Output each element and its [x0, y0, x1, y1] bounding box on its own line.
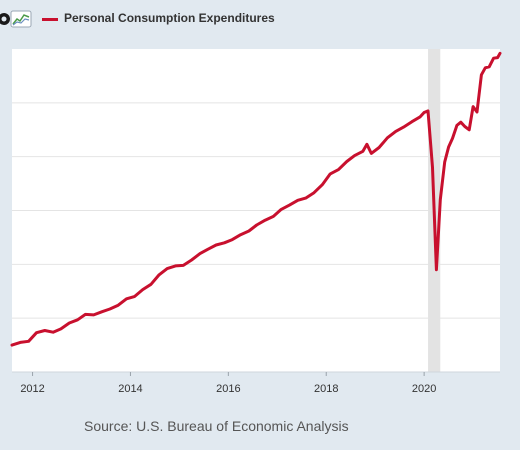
x-tick-label: 2014 — [118, 383, 142, 395]
x-tick-label: 2016 — [216, 383, 240, 395]
legend-swatch — [42, 18, 58, 21]
line-chart: 2012 2014 2016 2018 2020 — [10, 49, 502, 395]
fred-logo-icon — [0, 10, 32, 28]
legend-label[interactable]: Personal Consumption Expenditures — [64, 11, 275, 25]
x-tick-label: 2018 — [314, 383, 338, 395]
source-note: Source: U.S. Bureau of Economic Analysis — [84, 418, 349, 434]
series-line — [10, 51, 502, 347]
x-tick-label: 2012 — [20, 383, 44, 395]
x-tick-label: 2020 — [412, 383, 436, 395]
chart-header: Personal Consumption Expenditures — [0, 8, 520, 30]
